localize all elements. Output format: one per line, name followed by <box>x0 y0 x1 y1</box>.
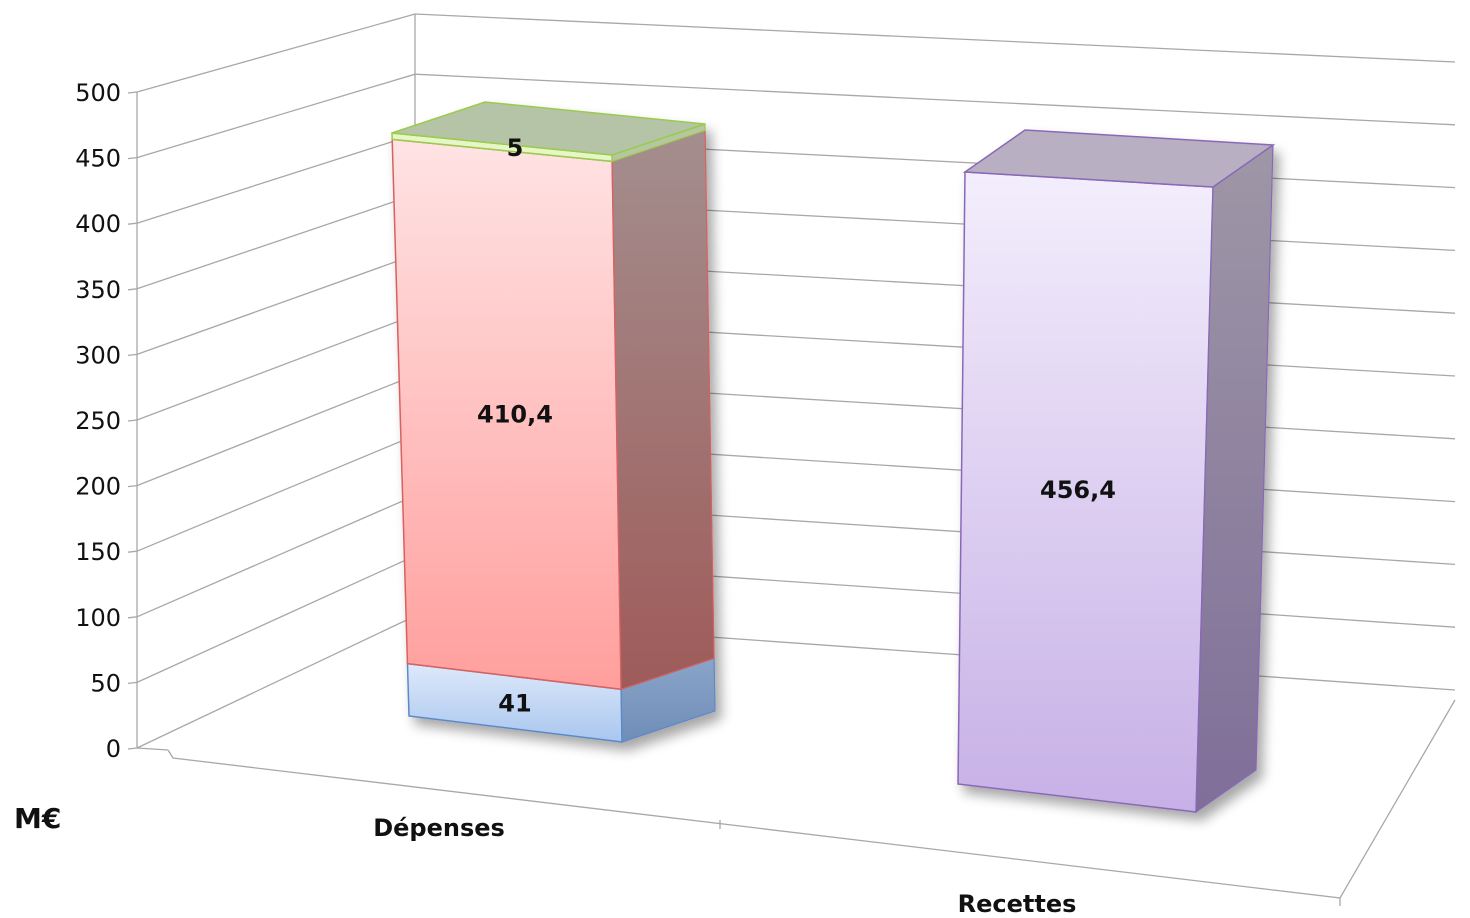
y-tick-mark <box>127 419 138 422</box>
y-tick-label: 200 <box>75 473 121 501</box>
floor-left-edge <box>136 747 169 751</box>
y-tick-mark <box>127 288 138 291</box>
y-tick-label: 450 <box>75 145 121 173</box>
bar-segment-top <box>391 101 706 156</box>
bar-1 <box>957 129 1276 814</box>
y-tick-label: 50 <box>90 669 121 697</box>
y-tick-label: 400 <box>75 210 121 238</box>
y-tick-mark <box>127 747 138 750</box>
x-axis-line <box>167 749 1341 906</box>
y-tick-mark <box>127 550 138 553</box>
bar-segment-top <box>962 129 1276 188</box>
y-tick-mark <box>127 222 138 225</box>
y-tick-label: 500 <box>75 79 121 107</box>
gridline <box>136 13 1456 93</box>
y-tick-mark <box>127 484 138 488</box>
y-tick-label: 150 <box>75 538 121 566</box>
data-label: 410,4 <box>477 400 553 428</box>
bar-0 <box>391 101 716 743</box>
data-label: 456,4 <box>1040 476 1116 504</box>
y-tick-mark <box>127 681 138 685</box>
y-tick-label: 300 <box>75 341 121 369</box>
y-tick-label: 0 <box>106 735 121 763</box>
data-label: 41 <box>498 690 531 718</box>
bars-layer <box>391 101 1276 814</box>
y-tick-mark <box>127 616 138 619</box>
y-tick-label: 100 <box>75 604 121 632</box>
x-category-label: Dépenses <box>373 814 505 842</box>
labels-layer: 0 50 100 150 200 250 300 350 400 450 500 41 410,4 5 Dé… <box>75 79 1116 918</box>
y-tick-label: 250 <box>75 407 121 435</box>
y-tick-mark <box>127 91 138 94</box>
y-tick-mark <box>127 353 138 357</box>
y-axis-unit-label: M€ <box>14 802 61 835</box>
y-tick-mark <box>127 156 138 160</box>
data-label: 5 <box>507 134 524 162</box>
x-category-label: Recettes <box>958 890 1077 918</box>
floor-right-edge <box>1339 699 1456 899</box>
y-tick-label: 350 <box>75 276 121 304</box>
bar-segment-side <box>611 129 715 691</box>
